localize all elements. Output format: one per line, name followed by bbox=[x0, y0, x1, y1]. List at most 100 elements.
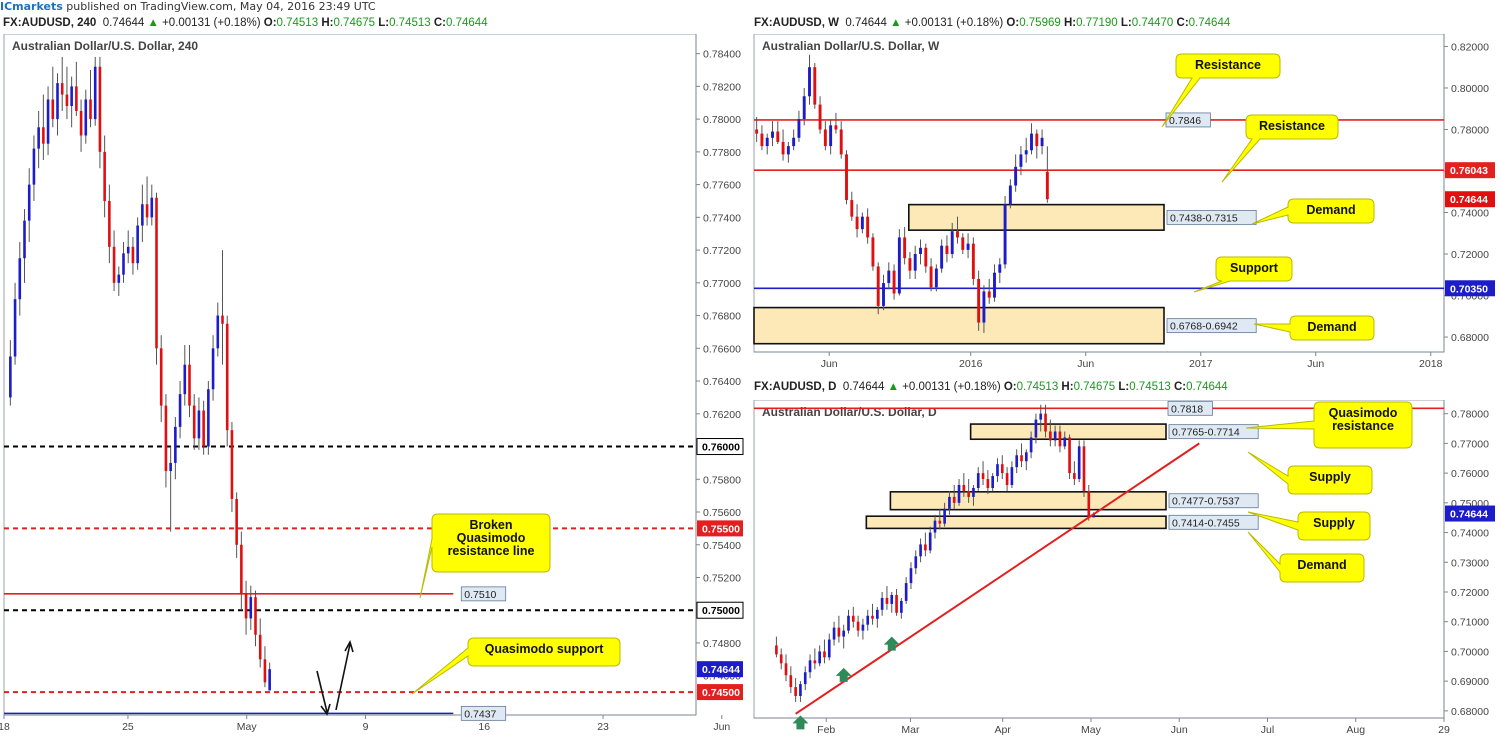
candle-body bbox=[93, 66, 97, 120]
callout-bubble bbox=[1161, 53, 1281, 128]
chart-h4[interactable]: Australian Dollar/U.S. Dollar, 240 0.7840… bbox=[0, 34, 748, 742]
callout-demand-1: Demand bbox=[1251, 198, 1375, 225]
y-tick-label: 0.76200 bbox=[703, 409, 741, 421]
candle-body bbox=[850, 200, 854, 217]
candle-body bbox=[775, 645, 778, 655]
x-tick-label: Jun bbox=[1171, 724, 1188, 736]
callout-label: Supply bbox=[1309, 470, 1351, 484]
c-label: C: bbox=[1173, 381, 1187, 393]
candle-body bbox=[982, 291, 986, 323]
candle-body bbox=[164, 405, 168, 472]
l-label: L: bbox=[1118, 381, 1130, 393]
high-value: 0.74675 bbox=[1073, 381, 1116, 393]
candle-body bbox=[1092, 513, 1095, 518]
h-label: H: bbox=[1061, 381, 1074, 393]
up-arrow-line bbox=[335, 643, 351, 711]
x-tick-label: Jun bbox=[1077, 358, 1094, 370]
y-tick-label: 0.74800 bbox=[703, 638, 741, 650]
candle-body bbox=[192, 405, 196, 439]
green-up-arrow-icon bbox=[792, 715, 809, 730]
candle-body bbox=[871, 615, 874, 619]
candle-body bbox=[84, 99, 88, 136]
callout-support: Support bbox=[1193, 256, 1293, 293]
callout-resistance-2: Resistance bbox=[1221, 114, 1339, 183]
candle-body bbox=[823, 129, 827, 147]
y-tick-label: 0.72000 bbox=[1451, 587, 1489, 599]
zone-tag-box bbox=[1168, 493, 1259, 509]
candle-body bbox=[771, 131, 774, 138]
candle-body bbox=[866, 615, 870, 625]
x-tick-label: 2016 bbox=[959, 358, 983, 370]
candle-body bbox=[1035, 133, 1039, 147]
y-tick-label: 0.74000 bbox=[1451, 528, 1489, 540]
chart-daily[interactable]: Australian Dollar/U.S. Dollar, D 0.78000 0… bbox=[752, 400, 1500, 742]
candle-body bbox=[987, 291, 991, 298]
high-value: 0.74675 bbox=[333, 17, 376, 29]
candle-body bbox=[998, 264, 1002, 273]
y-tick-label: 0.72000 bbox=[1451, 249, 1489, 261]
y-tick-label: 0.78200 bbox=[703, 81, 741, 93]
candle-body bbox=[207, 389, 210, 447]
y-tick-label: 0.78000 bbox=[703, 114, 741, 126]
candle-body bbox=[876, 266, 880, 306]
candle-body bbox=[1053, 431, 1057, 441]
candle-body bbox=[885, 597, 889, 604]
x-tick-label: Jun bbox=[1307, 358, 1324, 370]
candle-body bbox=[258, 634, 262, 660]
price-level-badge bbox=[1445, 162, 1495, 179]
brand-link[interactable]: ICmarkets bbox=[0, 0, 63, 13]
candle-body bbox=[131, 246, 135, 264]
candle-body bbox=[834, 125, 838, 130]
candle-body bbox=[1045, 171, 1049, 200]
candle-body bbox=[202, 410, 205, 447]
zone-box bbox=[969, 423, 1167, 441]
callout-bubble bbox=[1245, 401, 1413, 449]
candle-body bbox=[855, 216, 859, 230]
candle-body bbox=[856, 621, 860, 631]
candle-body bbox=[986, 479, 990, 488]
o-label: O: bbox=[1006, 17, 1020, 29]
candle-body bbox=[60, 83, 64, 95]
callout-label: Supply bbox=[1313, 516, 1355, 530]
callout-demand-2: Demand bbox=[1253, 315, 1375, 341]
x-tick-label: 25 bbox=[122, 721, 134, 733]
y-tick-label: 0.75800 bbox=[703, 474, 741, 486]
candle-body bbox=[1058, 431, 1062, 447]
candle-body bbox=[813, 67, 817, 105]
candle-body bbox=[919, 247, 922, 255]
candle-body bbox=[1087, 490, 1091, 518]
y-tick-label: 0.74000 bbox=[1451, 208, 1489, 220]
callout-bubble bbox=[1251, 198, 1375, 225]
y-tick-label: 0.68000 bbox=[1451, 706, 1489, 718]
callout-supply-1: Supply bbox=[1247, 451, 1373, 495]
price-level-badge-label: 0.75000 bbox=[702, 605, 740, 617]
change-value: +0.00131 (+0.18%) bbox=[162, 17, 261, 29]
candle-body bbox=[823, 651, 826, 658]
y-tick-label: 0.78400 bbox=[703, 49, 741, 61]
candle-body bbox=[808, 660, 812, 673]
candle-body bbox=[1034, 419, 1038, 438]
y-tick-label: 0.77400 bbox=[703, 212, 741, 224]
candle-body bbox=[779, 654, 783, 664]
price-level-badge-label: 0.76000 bbox=[702, 442, 740, 454]
callout-bubble bbox=[1247, 451, 1373, 495]
callout-label: Quasimodo bbox=[457, 531, 526, 545]
candle-body bbox=[1008, 185, 1012, 205]
y-tick-label: 0.77800 bbox=[703, 147, 741, 159]
candle-body bbox=[786, 146, 790, 155]
x-tick-label: Feb bbox=[817, 724, 835, 736]
candle-body bbox=[895, 594, 898, 613]
candle-body bbox=[792, 137, 796, 147]
callout-bubble bbox=[419, 513, 551, 599]
candle-body bbox=[967, 490, 970, 497]
y-tick-label: 0.76800 bbox=[703, 311, 741, 323]
candle-body bbox=[1020, 455, 1023, 462]
candle-body bbox=[1003, 204, 1007, 265]
chart-title: Australian Dollar/U.S. Dollar, D bbox=[762, 405, 937, 419]
candle-body bbox=[126, 246, 130, 254]
chart-panel-daily: FX:AUDUSD, D 0.74644 ▲ +0.00131 (+0.18%)… bbox=[752, 378, 1500, 742]
chart-weekly[interactable]: Australian Dollar/U.S. Dollar, W 0.82000 0… bbox=[752, 34, 1500, 376]
last-price: 0.74644 bbox=[842, 381, 885, 393]
up-triangle-icon: ▲ bbox=[890, 17, 902, 29]
candle-body bbox=[1063, 437, 1067, 447]
